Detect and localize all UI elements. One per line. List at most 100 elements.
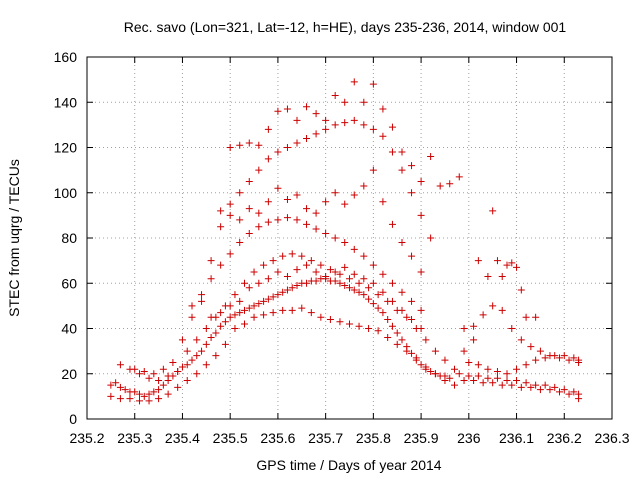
- data-point: [221, 318, 229, 326]
- data-point: [217, 207, 225, 215]
- data-point: [350, 245, 358, 253]
- data-point: [341, 98, 349, 106]
- data-point: [269, 293, 277, 301]
- data-point: [303, 134, 311, 142]
- data-point: [384, 315, 392, 323]
- data-point: [369, 300, 377, 308]
- data-point: [298, 252, 306, 260]
- y-tick-label: 140: [54, 94, 78, 110]
- data-point: [188, 356, 196, 364]
- data-point: [293, 116, 301, 124]
- data-point: [446, 374, 454, 382]
- data-point: [451, 381, 458, 389]
- data-point: [484, 365, 492, 373]
- data-point: [398, 306, 406, 314]
- data-point: [264, 218, 272, 226]
- data-point: [460, 325, 468, 332]
- data-point: [331, 234, 339, 242]
- data-point: [508, 259, 516, 267]
- data-point: [360, 121, 368, 129]
- data-point: [245, 304, 253, 312]
- data-point: [517, 336, 525, 344]
- data-point: [403, 347, 411, 355]
- data-point: [369, 279, 377, 287]
- data-point: [455, 370, 463, 378]
- data-point: [560, 352, 568, 360]
- y-tick-label: 80: [61, 230, 77, 246]
- data-point: [312, 225, 320, 233]
- data-point: [226, 211, 234, 219]
- data-point: [174, 367, 182, 375]
- data-point: [422, 363, 430, 371]
- data-point: [159, 381, 167, 389]
- data-point: [207, 334, 215, 342]
- data-point: [269, 309, 277, 317]
- data-point: [226, 250, 234, 258]
- data-point: [116, 395, 124, 403]
- data-point: [446, 180, 454, 188]
- data-point: [303, 220, 311, 228]
- data-point: [513, 263, 521, 271]
- data-point: [126, 395, 134, 403]
- x-axis: 235.2 235.3 235.4 235.5 235.6 235.7 235.8 235.9…: [69, 57, 630, 446]
- data-point: [145, 397, 153, 405]
- data-point: [350, 270, 358, 278]
- data-point: [150, 370, 158, 378]
- data-point: [255, 279, 263, 287]
- data-point: [355, 322, 363, 330]
- data-point: [312, 268, 320, 276]
- data-point: [217, 223, 225, 231]
- data-point: [350, 116, 358, 124]
- data-point: [193, 336, 201, 344]
- data-point: [536, 386, 544, 394]
- x-axis-label: GPS time / Days of year 2014: [256, 457, 441, 473]
- data-point: [398, 148, 406, 156]
- data-point: [250, 313, 258, 321]
- data-point: [274, 148, 282, 156]
- data-point: [489, 379, 497, 387]
- data-point: [174, 383, 182, 391]
- data-point: [121, 386, 129, 394]
- data-point: [293, 266, 301, 274]
- data-point: [470, 377, 478, 385]
- data-point: [393, 340, 401, 348]
- data-point: [350, 191, 358, 199]
- y-tick-label: 60: [61, 275, 77, 291]
- data-point: [283, 286, 291, 294]
- data-point: [560, 386, 568, 394]
- data-point: [489, 207, 497, 215]
- data-point: [369, 261, 377, 269]
- data-point: [264, 198, 272, 206]
- x-tick-label: 236.1: [499, 430, 534, 446]
- data-point: [322, 125, 330, 133]
- data-point: [198, 297, 206, 305]
- data-point: [303, 261, 311, 269]
- y-axis-label: STEC from uqrg / TECUs: [6, 159, 22, 317]
- data-point: [379, 288, 387, 296]
- data-point: [255, 209, 263, 217]
- data-point: [355, 279, 363, 287]
- x-tick-label: 235.5: [213, 430, 248, 446]
- data-point: [484, 374, 492, 382]
- data-point: [517, 286, 525, 294]
- data-point: [303, 103, 311, 111]
- data-point: [422, 336, 430, 344]
- data-point: [274, 268, 282, 276]
- data-point: [379, 270, 387, 278]
- data-point: [479, 379, 487, 387]
- data-point: [279, 306, 287, 314]
- data-point: [288, 250, 296, 258]
- data-point: [322, 229, 330, 237]
- data-point: [288, 284, 296, 292]
- y-tick-label: 40: [61, 321, 77, 337]
- data-point: [241, 320, 248, 328]
- data-point: [169, 358, 177, 366]
- data-point: [226, 302, 234, 310]
- data-point: [441, 356, 449, 364]
- data-point: [131, 388, 139, 396]
- data-point: [575, 395, 583, 403]
- data-point: [322, 116, 330, 124]
- data-point: [570, 354, 578, 362]
- data-point: [565, 356, 573, 364]
- data-point: [188, 313, 196, 321]
